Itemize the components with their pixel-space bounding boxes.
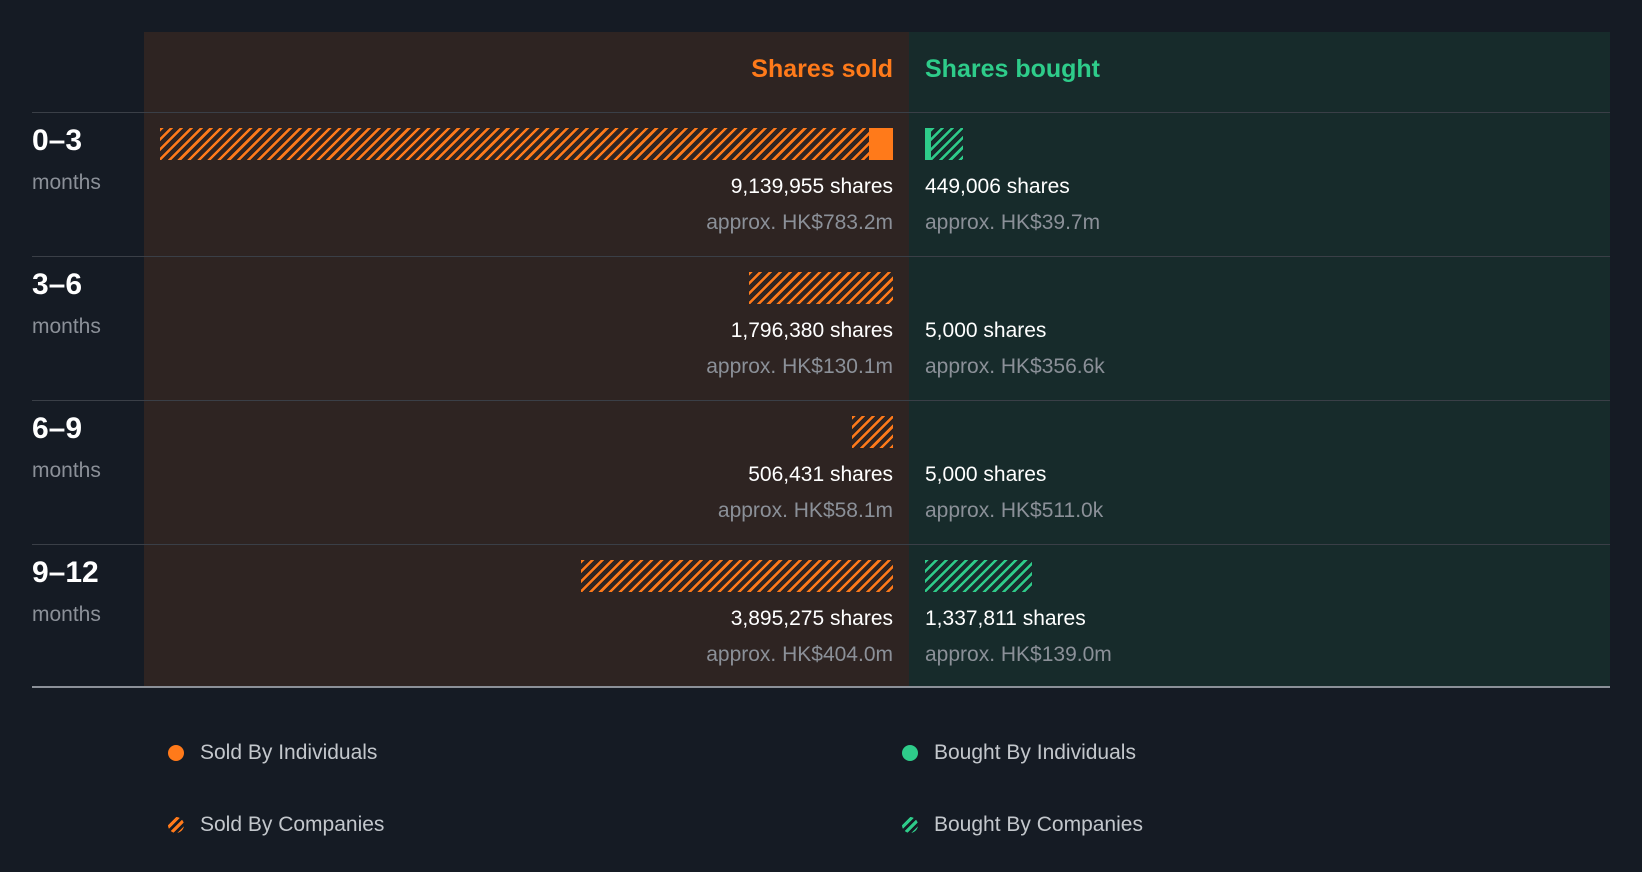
row-divider [32, 544, 1610, 545]
bought-approx-value: approx. HK$356.6k [925, 355, 1105, 378]
bought-shares-value: 5,000 shares [925, 319, 1047, 342]
period-label: 0–3 [32, 124, 83, 157]
legend-sold-companies: Sold By Companies [168, 813, 384, 837]
sold-approx-value: approx. HK$404.0m [706, 643, 893, 666]
period-unit-label: months [32, 603, 101, 626]
period-label: 3–6 [32, 268, 83, 301]
legend-bought-companies: Bought By Companies [902, 813, 1143, 837]
sold-companies-bar [580, 560, 893, 592]
bought-companies-bar [925, 560, 1033, 592]
legend-label: Sold By Individuals [200, 741, 378, 764]
period-unit-label: months [32, 171, 101, 194]
bought-companies-bar [931, 128, 964, 160]
shares-sold-header: Shares sold [751, 55, 893, 83]
legend-sold-individuals: Sold By Individuals [168, 741, 377, 765]
orange-dot-icon [168, 745, 184, 761]
orange-hatched-dot-icon [168, 817, 184, 833]
period-label: 6–9 [32, 412, 83, 445]
bought-shares-value: 1,337,811 shares [925, 607, 1086, 630]
chart-baseline [32, 686, 1610, 688]
period-unit-label: months [32, 459, 101, 482]
row-divider [32, 256, 1610, 257]
row-divider [32, 400, 1610, 401]
sold-approx-value: approx. HK$58.1m [717, 499, 893, 522]
bought-approx-value: approx. HK$511.0k [925, 499, 1104, 522]
bought-individuals-bar [925, 128, 931, 160]
green-dot-icon [902, 745, 918, 761]
shares-bought-header: Shares bought [925, 55, 1101, 83]
sold-approx-value: approx. HK$783.2m [706, 211, 893, 234]
legend-bought-individuals: Bought By Individuals [902, 741, 1136, 765]
bought-approx-value: approx. HK$39.7m [925, 211, 1101, 234]
sold-shares-value: 9,139,955 shares [730, 175, 893, 198]
period-unit-label: months [32, 315, 101, 338]
period-label: 9–12 [32, 556, 99, 589]
bought-approx-value: approx. HK$139.0m [925, 643, 1112, 666]
sold-shares-value: 1,796,380 shares [730, 319, 893, 342]
sold-shares-value: 506,431 shares [748, 463, 893, 486]
legend-label: Bought By Individuals [934, 741, 1136, 764]
legend-label: Bought By Companies [934, 813, 1143, 836]
green-hatched-dot-icon [902, 817, 918, 833]
bought-shares-value: 449,006 shares [925, 175, 1070, 198]
sold-approx-value: approx. HK$130.1m [706, 355, 893, 378]
sold-shares-value: 3,895,275 shares [730, 607, 893, 630]
sold-individuals-bar [868, 128, 893, 160]
sold-companies-bar [748, 272, 893, 304]
legend-label: Sold By Companies [200, 813, 385, 836]
bought-shares-value: 5,000 shares [925, 463, 1047, 486]
row-divider [32, 112, 1610, 113]
sold-companies-bar [160, 128, 869, 160]
sold-companies-bar [852, 416, 893, 448]
